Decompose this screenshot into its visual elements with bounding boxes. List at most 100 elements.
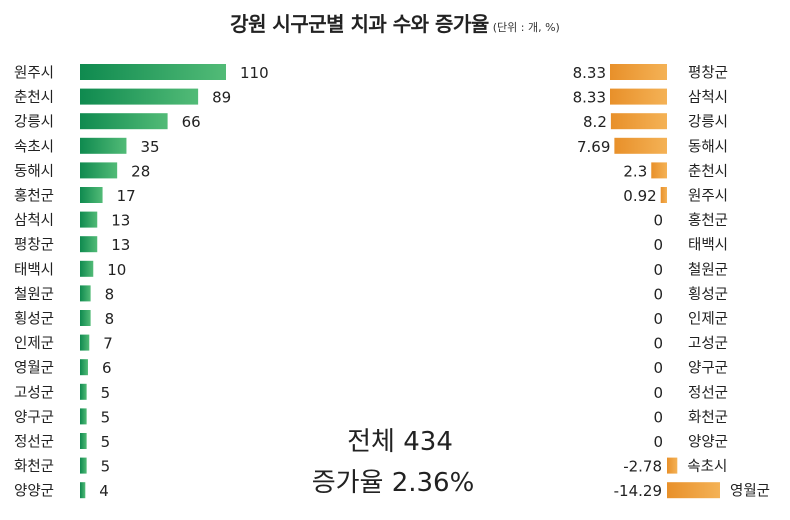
clinic-count-value: 13 xyxy=(111,236,130,254)
clinic-count-value: 5 xyxy=(101,458,111,476)
clinic-count-bar xyxy=(80,187,103,203)
clinic-count-value: 8 xyxy=(105,285,115,303)
left-category-label: 태백시 xyxy=(14,261,54,278)
clinic-count-value: 6 xyxy=(102,359,112,377)
clinic-count-value: 8 xyxy=(105,310,115,328)
left-category-label: 철원군 xyxy=(14,286,54,303)
right-category-label: 원주시 xyxy=(688,188,728,205)
growth-rate-value: -14.29 xyxy=(614,482,662,500)
clinic-count-value: 7 xyxy=(103,335,113,353)
left-category-label: 속초시 xyxy=(14,138,54,155)
growth-rate-value: 8.33 xyxy=(573,89,606,107)
left-category-label: 삼척시 xyxy=(14,212,54,229)
right-category-label: 철원군 xyxy=(688,261,728,278)
right-category-label: 춘천시 xyxy=(688,163,728,180)
left-category-label: 원주시 xyxy=(14,65,54,82)
clinic-count-bar xyxy=(80,260,94,277)
clinic-count-value: 5 xyxy=(101,433,111,451)
left-category-label: 정선군 xyxy=(14,434,54,451)
clinic-count-value: 17 xyxy=(117,187,136,205)
left-category-label: 강릉시 xyxy=(14,114,54,131)
clinic-count-bar xyxy=(80,113,168,130)
right-category-label: 양양군 xyxy=(688,434,728,451)
clinic-count-bar xyxy=(80,408,87,425)
right-category-label: 삼척시 xyxy=(688,89,728,106)
left-category-label: 양양군 xyxy=(14,483,54,500)
growth-rate-value: 0 xyxy=(653,384,663,402)
growth-rate-bar xyxy=(614,137,667,154)
clinic-count-bar xyxy=(80,334,90,351)
growth-rate-value: -2.78 xyxy=(623,458,662,476)
growth-rate-value: 8.2 xyxy=(583,113,607,131)
left-category-label: 춘천시 xyxy=(14,89,54,106)
growth-rate-bar xyxy=(667,482,720,499)
clinic-count-value: 89 xyxy=(212,89,231,107)
right-category-label: 고성군 xyxy=(688,335,728,352)
clinic-count-value: 35 xyxy=(140,138,159,156)
clinic-count-value: 66 xyxy=(182,113,201,131)
total-count-label: 전체 434 xyxy=(347,427,453,457)
growth-rate-value: 0 xyxy=(653,285,663,303)
right-category-label: 정선군 xyxy=(688,384,728,401)
clinic-count-value: 13 xyxy=(111,212,130,230)
growth-rate-bar xyxy=(651,162,667,179)
clinic-count-value: 5 xyxy=(101,408,111,426)
left-category-label: 고성군 xyxy=(14,384,54,401)
growth-rate-bar xyxy=(610,64,667,80)
total-rate-label: 증가율 2.36% xyxy=(312,468,475,498)
clinic-count-value: 10 xyxy=(107,261,126,279)
right-category-label: 홍천군 xyxy=(688,212,728,229)
growth-rate-value: 0.92 xyxy=(623,187,656,205)
right-category-label: 태백시 xyxy=(688,237,728,254)
growth-rate-value: 8.33 xyxy=(573,64,606,82)
growth-rate-bar xyxy=(610,113,667,130)
clinic-count-bar xyxy=(80,310,91,326)
clinic-count-bar xyxy=(80,211,98,228)
chart-title: 강원 시구군별 치과 수와 증가율 xyxy=(230,12,489,36)
clinic-count-bar xyxy=(80,433,87,449)
left-category-label: 영월군 xyxy=(14,360,54,377)
left-category-label: 홍천군 xyxy=(14,188,54,205)
growth-rate-chart: 8.33 평창군 8.33 삼척시 8.2 강릉시 7.69 동해시 2.3 춘천시 0.92 원주시… xyxy=(573,64,770,500)
clinic-count-bar xyxy=(80,285,91,302)
chart-title-block: 강원 시구군별 치과 수와 증가율 (단위 : 개, %) xyxy=(0,8,790,37)
clinic-count-bar xyxy=(80,457,87,474)
right-category-label: 강릉시 xyxy=(688,114,728,131)
growth-rate-value: 0 xyxy=(653,433,663,451)
unit-label: (단위 : 개, %) xyxy=(492,21,560,34)
left-category-label: 화천군 xyxy=(14,458,54,475)
clinic-count-bar xyxy=(80,482,86,499)
clinic-count-bar xyxy=(80,64,226,80)
left-category-label: 평창군 xyxy=(14,237,54,254)
right-category-label: 화천군 xyxy=(688,409,728,426)
clinic-count-bar xyxy=(80,162,118,179)
right-category-label: 동해시 xyxy=(688,138,728,155)
growth-rate-value: 0 xyxy=(653,212,663,230)
clinic-count-chart: 원주시 110 춘천시 89 강릉시 66 속초시 35 동해시 28 홍천군 17 삼척시 13 평창군 1… xyxy=(14,64,269,500)
left-category-label: 횡성군 xyxy=(14,311,54,328)
left-category-label: 동해시 xyxy=(14,163,54,180)
clinic-count-value: 28 xyxy=(131,162,150,180)
left-category-label: 양구군 xyxy=(14,409,54,426)
growth-rate-value: 0 xyxy=(653,236,663,254)
left-category-label: 인제군 xyxy=(14,335,54,352)
growth-rate-value: 0 xyxy=(653,335,663,353)
clinic-count-value: 110 xyxy=(240,64,269,82)
growth-rate-value: 0 xyxy=(653,310,663,328)
right-category-label: 양구군 xyxy=(688,360,728,377)
growth-rate-value: 0 xyxy=(653,359,663,377)
growth-rate-bar xyxy=(667,457,678,474)
right-category-label: 영월군 xyxy=(730,483,770,500)
clinic-count-value: 5 xyxy=(101,384,111,402)
right-category-label: 횡성군 xyxy=(688,286,728,303)
growth-rate-bar xyxy=(660,187,667,203)
clinic-count-bar xyxy=(80,236,98,253)
right-category-label: 인제군 xyxy=(688,311,728,328)
right-category-label: 속초시 xyxy=(687,458,727,475)
growth-rate-value: 0 xyxy=(653,261,663,279)
clinic-count-bar xyxy=(80,88,199,105)
clinic-count-bar xyxy=(80,359,88,376)
clinic-count-bar xyxy=(80,137,127,154)
